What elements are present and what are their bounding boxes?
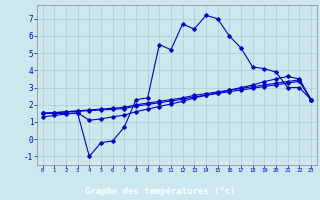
Text: Graphe des températures (°c): Graphe des températures (°c) <box>85 186 235 196</box>
